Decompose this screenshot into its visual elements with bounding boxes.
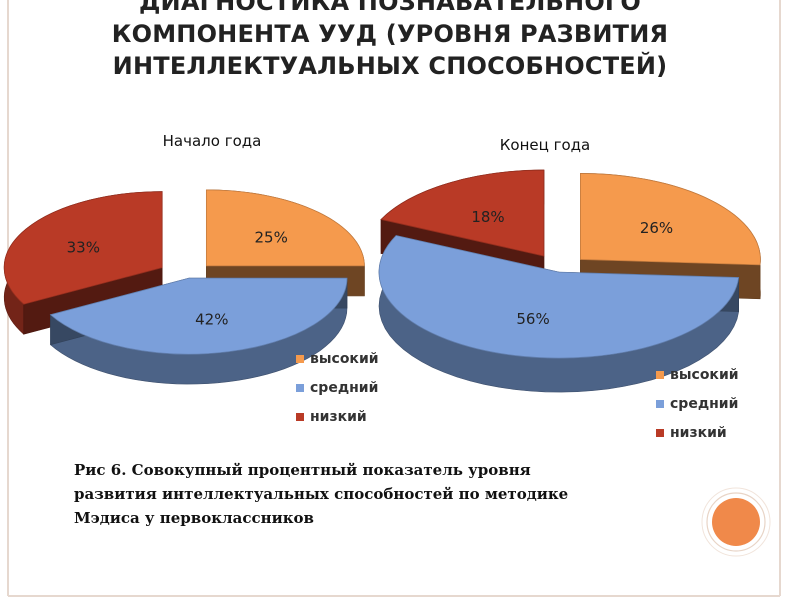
decorative-orange-circle <box>712 498 760 546</box>
slice-label-низкий: 33% <box>67 238 100 256</box>
legend-swatch-высокий <box>656 371 664 379</box>
title-line-3: ИНТЕЛЛЕКТУАЛЬНЫХ СПОСОБНОСТЕЙ) <box>112 52 668 80</box>
chart-title-1: Начало года <box>163 132 262 150</box>
caption-text: . Совокупный процентный показатель уровн… <box>74 461 569 527</box>
caption-label: Рис 6 <box>74 461 122 479</box>
figure-caption: Рис 6. Совокупный процентный показатель … <box>74 458 594 530</box>
pie-chart-1: 25% 42% 33% Начало года высокий средний низкий <box>3 132 379 425</box>
slide-title: ДИАГНОСТИКА ПОЗНАВАТЕЛЬНОГО КОМПОНЕНТА У… <box>60 0 720 82</box>
slice-низкий <box>3 191 163 305</box>
pie-chart-2: 26% 56% 18% Конец года высокий средний низкий <box>378 136 761 441</box>
slice-label-высокий: 26% <box>640 219 673 237</box>
title-line-2: КОМПОНЕНТА УУД (УРОВНЯ РАЗВИТИЯ <box>111 20 669 48</box>
legend-swatch-низкий <box>656 429 664 437</box>
legend-swatch-средний <box>656 400 664 408</box>
legend-label-высокий: высокий <box>310 351 379 367</box>
legend-swatch-низкий <box>296 413 304 421</box>
legend-label-низкий: низкий <box>670 425 727 441</box>
slice-label-средний: 56% <box>516 310 549 328</box>
slice-label-высокий: 25% <box>255 228 288 246</box>
slice-средний <box>378 235 740 359</box>
legend-label-низкий: низкий <box>310 409 367 425</box>
slice-низкий <box>380 169 545 257</box>
decorative-circle-ring-1 <box>706 492 766 552</box>
legend-swatch-высокий <box>296 355 304 363</box>
legend-label-средний: средний <box>670 396 738 412</box>
decorative-circle-ring-2 <box>701 487 771 557</box>
legend-label-средний: средний <box>310 380 378 396</box>
title-line-1: ДИАГНОСТИКА ПОЗНАВАТЕЛЬНОГО <box>138 0 642 16</box>
chart-title-2: Конец года <box>500 136 590 154</box>
slice-высокий <box>205 189 365 267</box>
slice-средний <box>49 277 348 355</box>
legend-swatch-средний <box>296 384 304 392</box>
slice-label-низкий: 18% <box>471 208 504 226</box>
slice-label-средний: 42% <box>195 311 228 329</box>
legend-label-высокий: высокий <box>670 367 739 383</box>
slice-высокий <box>580 173 761 266</box>
